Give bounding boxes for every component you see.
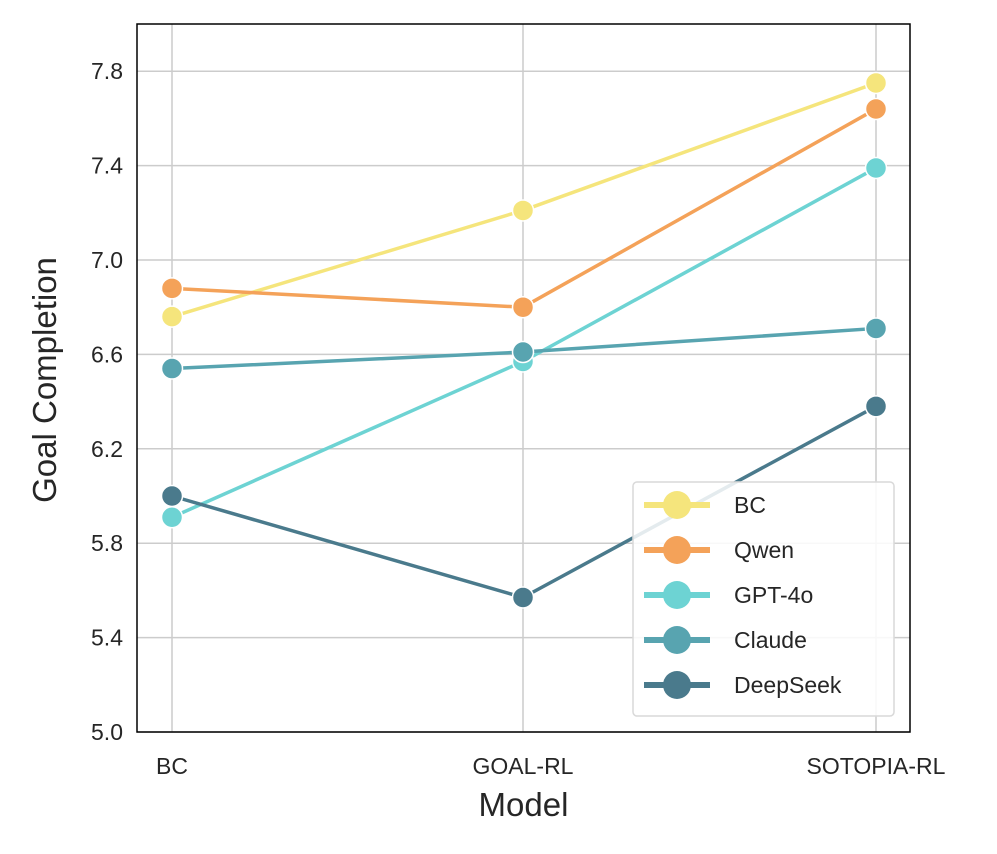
legend-label: Claude — [734, 627, 807, 653]
legend-label: DeepSeek — [734, 672, 842, 698]
data-point — [864, 156, 888, 180]
legend-marker — [663, 491, 691, 519]
y-tick-label: 5.0 — [91, 719, 123, 745]
data-point — [864, 395, 888, 418]
legend-marker — [663, 671, 691, 699]
y-tick-label: 5.8 — [91, 530, 123, 556]
y-tick-label: 7.8 — [91, 58, 123, 84]
data-point — [864, 71, 888, 95]
data-point — [160, 277, 184, 300]
x-tick-label: BC — [156, 753, 188, 779]
data-point — [160, 505, 184, 529]
legend: BC Qwen GPT-4o Claude DeepSeek — [632, 481, 895, 717]
data-point — [864, 97, 888, 121]
legend-item: GPT-4o — [644, 581, 813, 609]
y-axis-title: Goal Completion — [26, 257, 63, 503]
y-tick-label: 5.4 — [91, 625, 123, 651]
legend-marker — [663, 581, 691, 609]
series-deepseek — [160, 395, 888, 609]
tick-labels: 5.0 5.4 5.8 6.2 6.6 7.0 7.4 7.8 BC GOAL-RL SOTOPIA… — [91, 58, 946, 779]
series-group — [160, 71, 888, 609]
legend-item: DeepSeek — [644, 671, 842, 699]
legend-item: Claude — [644, 626, 807, 654]
x-tick-label: GOAL-RL — [473, 753, 574, 779]
y-tick-label: 6.6 — [91, 341, 123, 367]
legend-item: Qwen — [644, 536, 794, 564]
series-qwen — [160, 97, 888, 319]
legend-marker — [663, 536, 691, 564]
data-point — [160, 357, 184, 380]
series-bc — [160, 71, 888, 328]
data-point — [864, 317, 888, 340]
data-point — [511, 199, 535, 222]
plot-frame — [136, 23, 911, 733]
data-point — [511, 340, 535, 364]
legend-label: BC — [734, 492, 766, 518]
legend-marker — [663, 626, 691, 654]
y-tick-label: 7.0 — [91, 247, 123, 273]
data-point — [160, 305, 184, 328]
data-point — [160, 484, 184, 508]
legend-box — [632, 481, 895, 717]
data-point — [511, 295, 535, 319]
y-tick-label: 7.4 — [91, 153, 123, 179]
series-claude — [160, 317, 888, 380]
legend-label: Qwen — [734, 537, 794, 563]
x-axis-title: Model — [479, 786, 569, 823]
x-tick-label: SOTOPIA-RL — [807, 753, 946, 779]
legend-item: BC — [644, 491, 766, 519]
legend-label: GPT-4o — [734, 582, 813, 608]
y-tick-label: 6.2 — [91, 436, 123, 462]
data-point — [511, 586, 535, 609]
